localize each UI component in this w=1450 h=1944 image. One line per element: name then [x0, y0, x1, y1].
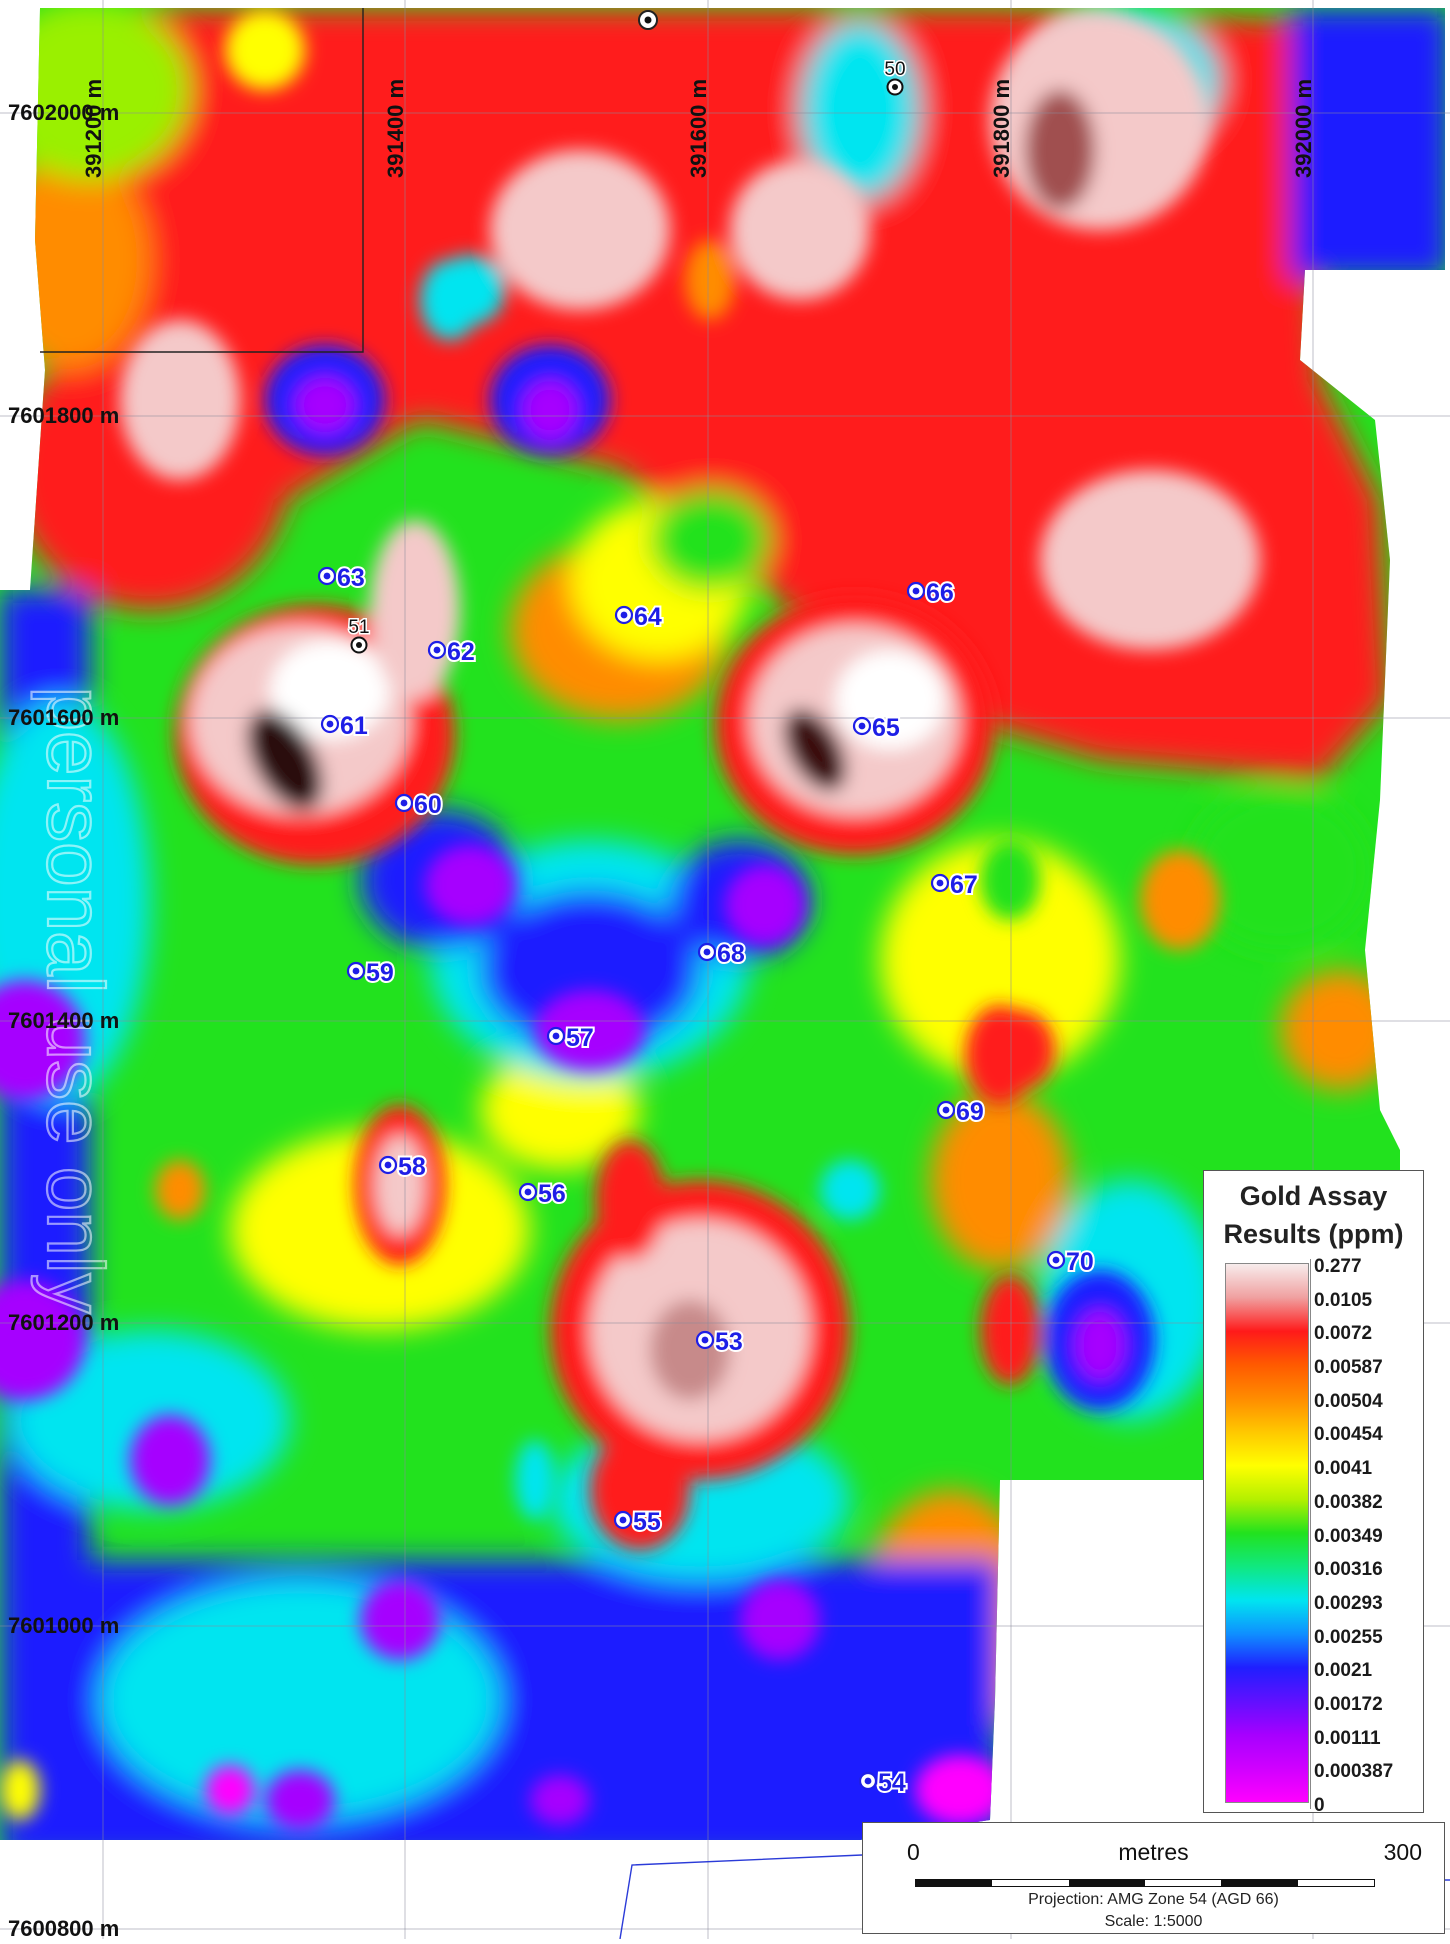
- legend-label: 0.0041: [1314, 1458, 1373, 1480]
- sample-label-black: 50: [884, 59, 905, 80]
- legend-color-ramp: [1225, 1263, 1309, 1803]
- sample-marker-black[interactable]: 50: [883, 58, 907, 96]
- scale-unit: metres: [1118, 1839, 1189, 1865]
- sample-marker[interactable]: 67: [930, 869, 980, 901]
- sample-label: 54: [878, 1769, 906, 1797]
- legend-title: Gold Assay Results (ppm): [1204, 1171, 1423, 1253]
- watermark-text: personal use only: [31, 686, 120, 1313]
- easting-label: 391400 m: [383, 79, 408, 178]
- legend-label: 0.00111: [1314, 1727, 1381, 1749]
- sample-label: 62: [447, 638, 475, 666]
- northing-label: 7601200 m: [8, 1310, 119, 1335]
- legend-label: 0.00255: [1314, 1626, 1383, 1648]
- sample-label: 67: [950, 871, 978, 899]
- easting-label: 391800 m: [989, 79, 1014, 178]
- sample-label: 59: [366, 959, 394, 987]
- easting-labels: 391200 m 391400 m 391600 m 391800 m 3920…: [81, 79, 1316, 178]
- northing-label: 7601400 m: [8, 1008, 119, 1033]
- sample-marker[interactable]: 70: [1046, 1246, 1096, 1278]
- sample-label: 58: [398, 1153, 426, 1181]
- sample-label: 56: [538, 1180, 566, 1208]
- sample-marker[interactable]: 65: [852, 712, 902, 744]
- sample-marker[interactable]: 53: [695, 1326, 745, 1358]
- sample-marker[interactable]: 59: [346, 957, 396, 989]
- legend-label: 0.00316: [1314, 1559, 1383, 1581]
- legend-label: 0.0021: [1314, 1660, 1373, 1682]
- sample-label: 55: [633, 1508, 661, 1536]
- scale-left-value: 0: [907, 1839, 920, 1865]
- sample-marker[interactable]: 57: [546, 1022, 596, 1054]
- legend-label: 0.00349: [1314, 1525, 1383, 1547]
- northing-label: 7601800 m: [8, 403, 119, 428]
- northing-labels: 7602000 m 7601800 m 7601600 m 7601400 m …: [8, 100, 119, 1941]
- sample-marker[interactable]: 64: [614, 601, 664, 633]
- legend-label: 0.00172: [1314, 1693, 1383, 1715]
- sample-marker[interactable]: 66: [906, 577, 956, 609]
- sample-marker[interactable]: 58: [378, 1151, 428, 1183]
- sample-label: 69: [956, 1098, 984, 1126]
- legend-label: 0.00504: [1314, 1390, 1383, 1412]
- legend-label: 0.277: [1314, 1256, 1362, 1277]
- sample-label-black: 51: [348, 617, 369, 638]
- easting-label: 391200 m: [81, 79, 106, 178]
- sample-label: 70: [1066, 1248, 1094, 1276]
- sample-marker[interactable]: 54: [858, 1767, 908, 1799]
- scale-ratio-text: Scale: 1:5000: [1104, 1913, 1203, 1930]
- sample-label: 63: [337, 564, 365, 592]
- sample-marker[interactable]: 55: [613, 1506, 663, 1538]
- sample-marker[interactable]: 69: [936, 1096, 986, 1128]
- northing-label: 7601600 m: [8, 705, 119, 730]
- legend-label: 0.0105: [1314, 1289, 1373, 1311]
- legend-title-line2: Results (ppm): [1223, 1219, 1404, 1249]
- legend-label: 0.00382: [1314, 1491, 1383, 1513]
- legend-label: 0: [1314, 1795, 1325, 1816]
- scale-bar: [915, 1879, 1375, 1887]
- easting-label: 391600 m: [686, 79, 711, 178]
- legend-labels: 0.277 0.0105 0.0072 0.00587 0.00504 0.00454 0.…: [1310, 1256, 1421, 1816]
- legend-title-line1: Gold Assay: [1239, 1181, 1388, 1211]
- legend-label: 0.000387: [1314, 1761, 1394, 1783]
- sample-marker[interactable]: 62: [427, 636, 477, 668]
- sample-marker[interactable]: 60: [394, 789, 444, 821]
- easting-label: 392000 m: [1291, 79, 1316, 178]
- gold-assay-surface: [0, 8, 1445, 1840]
- sample-label: 57: [566, 1024, 594, 1052]
- northing-label: 7602000 m: [8, 100, 119, 125]
- sample-label: 65: [872, 714, 900, 742]
- sample-marker[interactable]: 63: [317, 562, 367, 594]
- scale-right-value: 300: [1383, 1839, 1422, 1865]
- sample-label: 60: [414, 791, 442, 819]
- northing-label: 7601000 m: [8, 1613, 119, 1638]
- legend-label: 0.00454: [1314, 1424, 1383, 1446]
- scale-bar-box: 0 metres 300 Projection: AMG Zone 54 (AG…: [862, 1822, 1445, 1934]
- sample-marker[interactable]: 56: [518, 1178, 568, 1210]
- sample-label: 53: [715, 1328, 743, 1356]
- sample-label: 64: [634, 603, 662, 631]
- sample-marker-partial[interactable]: [638, 10, 658, 30]
- sample-label: 61: [340, 712, 368, 740]
- sample-marker-black[interactable]: 51: [347, 616, 371, 654]
- sample-marker[interactable]: 68: [697, 938, 747, 970]
- legend: Gold Assay Results (ppm) 0.277 0.0105 0.00…: [1203, 1170, 1424, 1816]
- legend-label: 0.00587: [1314, 1357, 1383, 1379]
- projection-text: Projection: AMG Zone 54 (AGD 66): [1028, 1891, 1279, 1908]
- sample-label: 68: [717, 940, 745, 968]
- legend-label: 0.0072: [1314, 1323, 1373, 1345]
- sample-marker[interactable]: 61: [320, 710, 370, 742]
- sample-label: 66: [926, 579, 954, 607]
- northing-label: 7600800 m: [8, 1916, 119, 1939]
- legend-label: 0.00293: [1314, 1592, 1383, 1614]
